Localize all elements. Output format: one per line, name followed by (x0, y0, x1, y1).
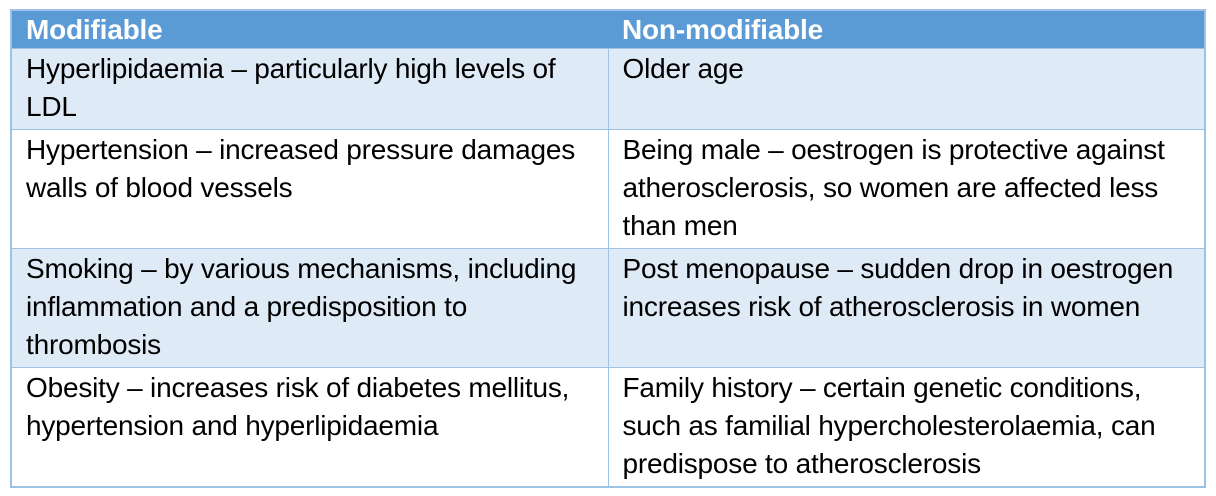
cell-nonmodifiable-family-history: Family history – certain genetic conditi… (607, 367, 1206, 488)
risk-factors-table: Modifiable Non-modifiable Hyperlipidaemi… (10, 9, 1206, 488)
cell-nonmodifiable-older-age: Older age (607, 48, 1206, 130)
table-row-hyperlipidaemia-older-age: Hyperlipidaemia – particularly high leve… (10, 48, 1206, 130)
cell-modifiable-smoking: Smoking – by various mechanisms, includi… (10, 248, 609, 368)
header-cell-non-modifiable: Non-modifiable (608, 10, 1205, 49)
cell-nonmodifiable-post-menopause: Post menopause – sudden drop in oestroge… (607, 248, 1206, 368)
cell-modifiable-hyperlipidaemia: Hyperlipidaemia – particularly high leve… (10, 48, 609, 130)
header-row: Modifiable Non-modifiable (11, 10, 1205, 49)
cell-nonmodifiable-being-male: Being male – oestrogen is protective aga… (607, 129, 1206, 249)
table-row-obesity-family-history: Obesity – increases risk of diabetes mel… (10, 367, 1206, 488)
table-row-hypertension-being-male: Hypertension – increased pressure damage… (10, 129, 1206, 249)
cell-modifiable-obesity: Obesity – increases risk of diabetes mel… (10, 367, 609, 488)
cell-modifiable-hypertension: Hypertension – increased pressure damage… (10, 129, 609, 249)
table-row-smoking-post-menopause: Smoking – by various mechanisms, includi… (10, 248, 1206, 368)
header-cell-modifiable: Modifiable (11, 10, 608, 49)
